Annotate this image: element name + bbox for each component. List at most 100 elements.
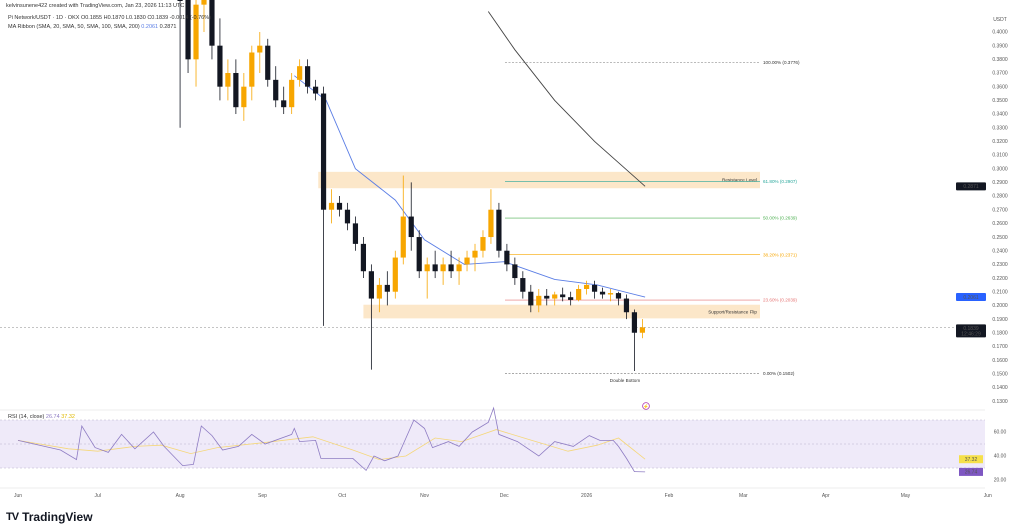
candle-body (281, 100, 287, 108)
ma-value-2: 0.2871 (159, 24, 177, 30)
candle-body (504, 250, 510, 265)
candle[interactable] (265, 38, 271, 87)
candle-body (185, 0, 191, 60)
rsi-legend[interactable]: RSI (14, close) 26.74 37.32 (8, 414, 75, 420)
candle[interactable] (384, 271, 390, 306)
candle[interactable] (496, 202, 502, 258)
candle[interactable] (209, 0, 215, 60)
candle[interactable] (432, 250, 438, 279)
candle[interactable] (289, 73, 295, 115)
price-tick-label: 0.2500 (992, 235, 1008, 241)
candle-body (408, 216, 414, 238)
candle[interactable] (281, 86, 287, 115)
rsi-tick-label: 40.00 (994, 454, 1007, 460)
candle[interactable] (392, 250, 398, 299)
candle[interactable] (480, 230, 486, 258)
candle[interactable] (352, 216, 359, 251)
candle-body (289, 79, 295, 108)
candle[interactable] (241, 73, 247, 121)
candle[interactable] (177, 0, 183, 128)
candle[interactable] (544, 288, 550, 306)
candle[interactable] (424, 257, 430, 299)
candle[interactable] (185, 0, 191, 74)
price-tick-label: 0.1500 (992, 371, 1008, 377)
candle[interactable] (576, 284, 582, 302)
candle[interactable] (320, 86, 327, 326)
candle[interactable] (464, 250, 470, 272)
candle-body (384, 284, 390, 292)
candle[interactable] (520, 271, 526, 299)
candle[interactable] (440, 257, 446, 285)
candle[interactable] (257, 32, 263, 74)
candle[interactable] (623, 294, 630, 320)
candle[interactable] (607, 288, 614, 302)
event-icon[interactable]: ⚡ (642, 402, 650, 410)
candle[interactable] (225, 59, 231, 101)
rsi-tick-label: 60.00 (994, 430, 1007, 436)
date-tick-label: Jul (95, 493, 101, 499)
candle[interactable] (217, 18, 223, 101)
candle[interactable] (297, 59, 303, 87)
candle[interactable] (512, 257, 518, 285)
ma-legend[interactable]: MA Ribbon (SMA, 20, SMA, 50, SMA, 100, S… (8, 24, 176, 30)
candle[interactable] (488, 189, 494, 244)
candle[interactable] (615, 291, 622, 306)
price-tick-label: 0.2100 (992, 289, 1008, 295)
price-tick-label: 0.2200 (992, 276, 1008, 282)
date-tick-label: Feb (665, 493, 674, 499)
candle[interactable] (376, 278, 382, 313)
candle[interactable] (305, 59, 311, 94)
candle[interactable] (344, 202, 351, 231)
candle[interactable] (360, 237, 367, 279)
candle[interactable] (201, 0, 207, 32)
candle[interactable] (249, 45, 255, 101)
candle[interactable] (631, 309, 638, 372)
candle[interactable] (368, 264, 374, 370)
candle[interactable] (472, 243, 478, 272)
candle[interactable] (599, 287, 606, 299)
price-tick-label: 0.2000 (992, 303, 1008, 309)
date-tick-label: Mar (739, 493, 748, 499)
zone-box[interactable] (318, 171, 760, 189)
price-tick-label: 0.1800 (992, 330, 1008, 336)
candle[interactable] (408, 182, 414, 251)
candle[interactable] (639, 319, 645, 339)
ma-50-line (294, 75, 646, 298)
price-tick-label: 0.3400 (992, 112, 1008, 118)
candle[interactable] (328, 189, 335, 224)
tradingview-logo[interactable]: TV TradingView (6, 510, 93, 524)
candle[interactable] (536, 288, 542, 313)
candle[interactable] (568, 291, 574, 306)
candle[interactable] (504, 243, 510, 272)
symbol-legend[interactable]: Pi Network/USDT · 1D · OKX O0.1855 H0.18… (8, 15, 211, 21)
candle-body (217, 45, 223, 87)
candle[interactable] (416, 230, 422, 279)
fib-level-label: 61.80% (0.2907) (763, 179, 797, 184)
candle[interactable] (583, 280, 590, 295)
candle[interactable] (336, 196, 343, 217)
candle[interactable] (591, 280, 598, 299)
zone-label: Resistance Level (722, 178, 757, 183)
candle-body (440, 264, 446, 272)
candle[interactable] (400, 175, 406, 265)
zone-box[interactable] (363, 304, 760, 319)
candle-body (512, 264, 518, 279)
candle[interactable] (312, 79, 319, 101)
candle[interactable] (528, 284, 534, 313)
ma50-badge-bg (956, 293, 986, 302)
candle-body (328, 202, 335, 210)
candle[interactable] (448, 250, 454, 279)
candle-body (273, 79, 279, 101)
last-price-badge-value: 0.1839 (963, 326, 979, 332)
candle[interactable] (233, 59, 239, 115)
candle[interactable] (552, 291, 558, 306)
candle-body (456, 264, 462, 272)
candle[interactable] (273, 66, 279, 108)
symbol-name[interactable]: Pi Network/USDT (8, 15, 51, 21)
candle[interactable] (560, 287, 566, 302)
candle[interactable] (456, 257, 462, 285)
candle[interactable] (193, 0, 199, 87)
candle-body (568, 297, 574, 300)
